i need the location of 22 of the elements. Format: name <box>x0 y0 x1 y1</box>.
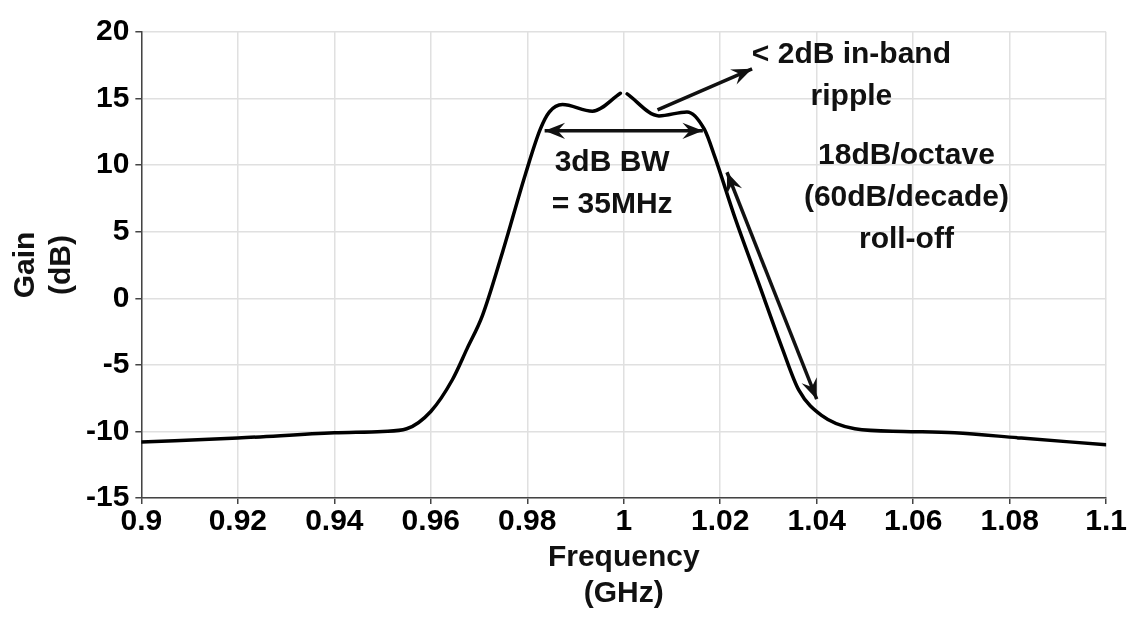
x-tick-label: 0.94 <box>305 503 364 537</box>
y-tick-label: -5 <box>102 346 130 380</box>
x-tick-label: 1.1 <box>1085 503 1128 537</box>
y-tick-label: 20 <box>95 13 130 47</box>
y-axis-title: Gain (dB) <box>7 231 77 299</box>
x-tick-label: 1.08 <box>980 503 1039 537</box>
y-tick-label: 0 <box>112 279 130 313</box>
y-tick-label: 10 <box>95 146 130 180</box>
x-axis-title: Frequency (GHz) <box>547 539 700 609</box>
y-tick-label: 5 <box>112 212 130 246</box>
x-tick-label: 0.92 <box>208 503 268 537</box>
annotation: 18dB/octave (60dB/decade) roll-off <box>803 137 1009 255</box>
x-tick-label: 0.98 <box>498 503 557 537</box>
x-tick-label: 0.96 <box>401 503 460 537</box>
x-tick-label: 1.04 <box>787 503 847 537</box>
annotation: 3dB BW = 35MHz <box>551 143 673 219</box>
y-tick-label: -10 <box>86 412 130 446</box>
annotation: < 2dB in-band ripple <box>751 35 952 111</box>
x-tick-label: 1.06 <box>883 503 943 537</box>
y-tick-label: 15 <box>95 79 130 113</box>
x-tick-label: 1 <box>615 503 633 537</box>
x-tick-label: 1.02 <box>691 503 750 537</box>
